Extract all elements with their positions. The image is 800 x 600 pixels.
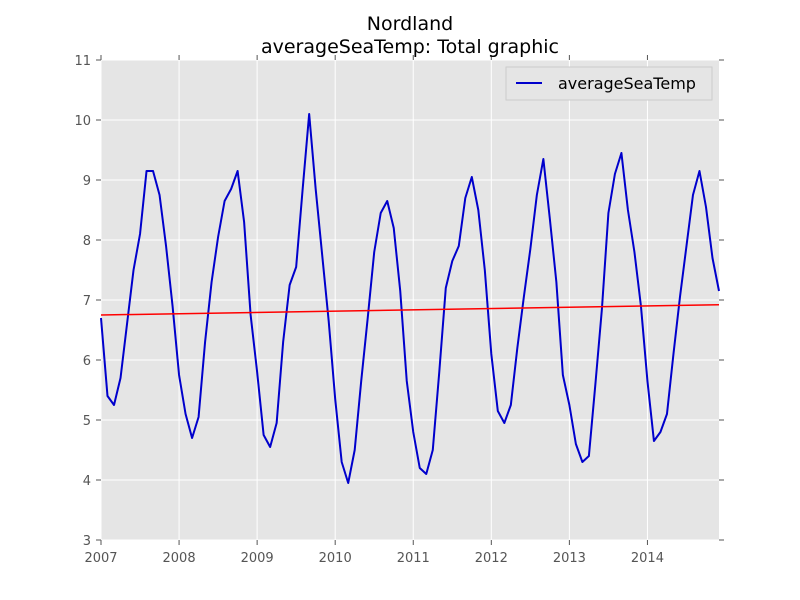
tick-labels: 3 4 5 6 7 8 9 10 11 2007 2008 2009 2010 2011 2012 2013 2… (74, 54, 664, 566)
y-tick-label: 6 (83, 354, 91, 369)
y-tick-label: 7 (83, 294, 91, 309)
chart-subtitle: averageSeaTemp: Total graphic (261, 36, 559, 58)
series-layer (100, 113, 720, 484)
x-tick-label: 2013 (553, 551, 586, 566)
y-tick-label: 3 (83, 534, 91, 549)
chart-title: Nordland (367, 13, 453, 35)
x-tick-label: 2008 (163, 551, 196, 566)
series-line-averageSeaTemp (100, 113, 720, 484)
x-tick-label: 2012 (475, 551, 508, 566)
legend: averageSeaTemp (505, 66, 713, 101)
x-tick-label: 2009 (241, 551, 274, 566)
trend-line (100, 304, 720, 316)
x-tick-label: 2014 (631, 551, 664, 566)
y-tick-label: 10 (74, 114, 91, 129)
y-tick-label: 5 (83, 414, 91, 429)
x-tick-label: 2010 (319, 551, 352, 566)
legend-label-averageSeaTemp: averageSeaTemp (558, 74, 696, 93)
x-tick-label: 2007 (84, 551, 117, 566)
y-tick-label: 9 (83, 174, 91, 189)
axis-ticks (96, 55, 724, 545)
y-tick-label: 11 (74, 54, 91, 69)
x-tick-label: 2011 (397, 551, 430, 566)
y-tick-label: 8 (83, 234, 91, 249)
y-tick-label: 4 (83, 474, 91, 489)
